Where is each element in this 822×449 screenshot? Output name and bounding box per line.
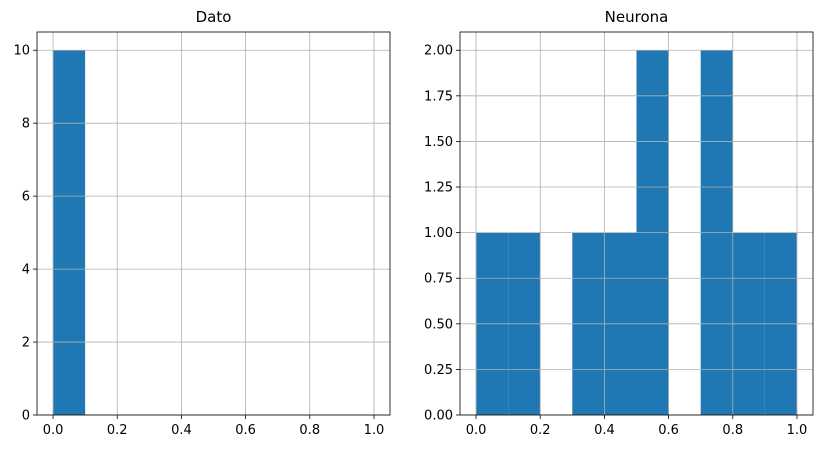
y-tick-label: 0.50 [424, 317, 453, 332]
y-tick-label: 6 [22, 190, 30, 205]
histogram-dato: 0.0 0.2 0.4 0.6 0.8 1.0 0 2 4 6 8 10 Dato [13, 8, 391, 438]
y-tick-label: 1.00 [424, 226, 453, 241]
y-tick-label: 1.25 [424, 181, 453, 196]
y-tick-label: 2.00 [424, 44, 453, 59]
y-tick-label: 1.50 [424, 135, 453, 150]
x-tick-label: 0.2 [107, 423, 128, 438]
x-tick-label: 0.6 [235, 423, 256, 438]
y-tick-label: 0.25 [424, 363, 453, 378]
y-tick-label: 2 [22, 336, 30, 351]
y-tick-label: 0 [22, 409, 30, 424]
y-tick-label: 8 [22, 117, 30, 132]
y-tick-label: 4 [22, 263, 30, 278]
y-tick-label: 0.00 [424, 409, 453, 424]
axes-frame [459, 31, 814, 416]
x-tick-label: 0.0 [43, 423, 64, 438]
chart-title: Dato [196, 8, 232, 26]
x-tick-label: 1.0 [364, 423, 385, 438]
axes-frame [36, 31, 391, 416]
x-tick-label: 0.6 [658, 423, 679, 438]
x-tick-label: 0.2 [530, 423, 551, 438]
chart-title: Neurona [605, 8, 669, 26]
y-tick-label: 0.75 [424, 272, 453, 287]
x-tick-label: 0.8 [722, 423, 743, 438]
x-tick-label: 0.4 [594, 423, 615, 438]
x-tick-label: 0.0 [466, 423, 487, 438]
y-tick-label: 10 [13, 44, 30, 59]
x-tick-label: 0.4 [171, 423, 192, 438]
histogram-bar [53, 50, 86, 415]
y-tick-label: 1.75 [424, 89, 453, 104]
histogram-neurona: 0.0 0.2 0.4 0.6 0.8 1.0 0.00 0.25 0.50 0.75 1.00 1.… [424, 8, 814, 438]
x-tick-label: 1.0 [787, 423, 808, 438]
x-tick-label: 0.8 [299, 423, 320, 438]
